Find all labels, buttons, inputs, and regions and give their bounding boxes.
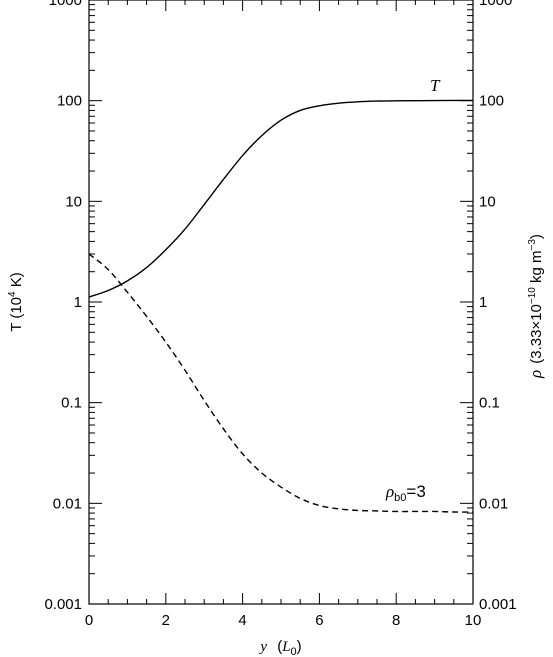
x-axis-label: y (L0) <box>258 638 301 657</box>
x-tick-label: 0 <box>85 612 93 629</box>
x-tick-label: 10 <box>465 612 482 629</box>
y-tick-label-right: 100 <box>479 93 504 110</box>
x-tick-label: 6 <box>315 612 323 629</box>
y-tick-label-left: 0.1 <box>61 395 82 412</box>
x-tick-label: 4 <box>238 612 246 629</box>
y-tick-label-right: 0.1 <box>479 395 500 412</box>
y-tick-label-right: 0.01 <box>479 495 508 512</box>
y-axis-label-left: T (104 K) <box>7 272 25 331</box>
y-tick-label-left: 100 <box>57 93 82 110</box>
plot-frame <box>88 0 474 605</box>
y-tick-label-right: 10 <box>479 193 496 210</box>
y-tick-label-left: 10 <box>65 193 82 210</box>
x-tick-label: 8 <box>392 612 400 629</box>
y-tick-label-right: 1000 <box>479 0 512 9</box>
series-group <box>88 99 474 513</box>
y-tick-label-right: 0.001 <box>479 596 517 613</box>
series-line-0 <box>88 99 474 298</box>
x-tick-label: 2 <box>162 612 170 629</box>
series-label-rho: ρb0=3 <box>385 482 426 504</box>
series-label-T: T <box>430 76 441 95</box>
y-axis-label-right: ρ(3.33×10−10 kg m−3) <box>526 234 545 379</box>
series-line-1 <box>88 253 474 513</box>
y-tick-label-left: 1000 <box>49 0 82 9</box>
y-tick-label-right: 1 <box>479 294 487 311</box>
y-tick-label-left: 0.01 <box>53 495 82 512</box>
y-tick-label-left: 0.001 <box>44 596 82 613</box>
y-tick-label-left: 1 <box>74 294 82 311</box>
